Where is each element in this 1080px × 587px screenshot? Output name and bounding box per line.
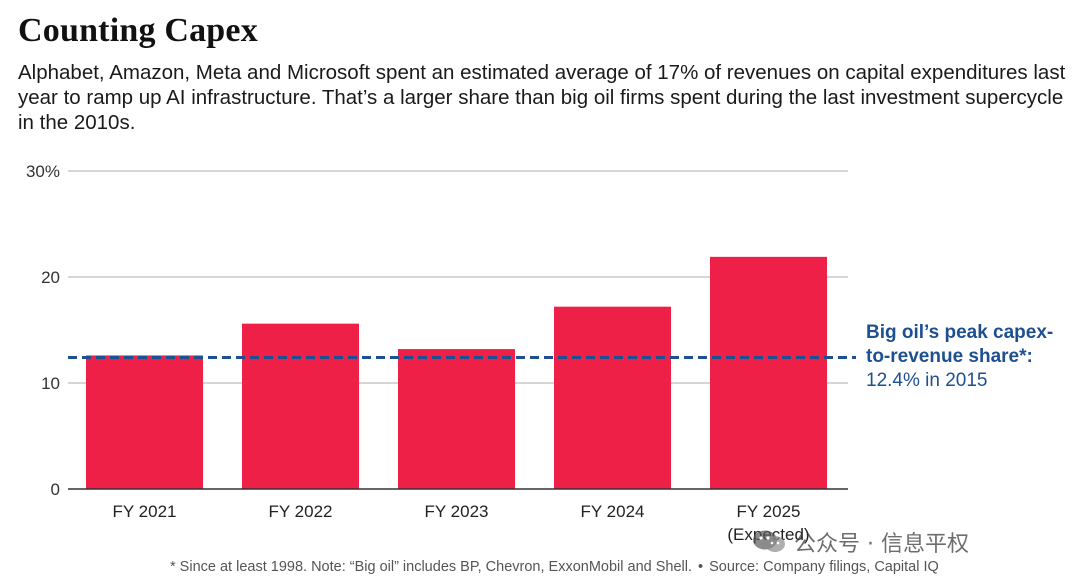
- bar: [710, 256, 827, 489]
- chart-subtitle: Alphabet, Amazon, Meta and Microsoft spe…: [18, 61, 1066, 134]
- bar: [554, 306, 671, 489]
- chart-title: Counting Capex: [18, 12, 258, 49]
- y-tick-labels: 0 10 20 30%: [26, 162, 60, 499]
- footnote: * Since at least 1998. Note: “Big oil” i…: [170, 559, 939, 575]
- footnote-note: * Since at least 1998. Note: “Big oil” i…: [170, 559, 693, 575]
- reference-label: Big oil’s peak capex- to-revenue share*:…: [866, 322, 1053, 391]
- reference-label-line-2: to-revenue share*:: [866, 346, 1033, 367]
- footnote-source: Source: Company filings, Capital IQ: [709, 559, 939, 575]
- bars: [86, 256, 827, 489]
- y-tick-label: 30%: [26, 162, 60, 181]
- watermark-text: 公众号 · 信息平权: [794, 532, 969, 557]
- watermark: 公众号 · 信息平权: [752, 526, 969, 558]
- x-tick-label: FY 2025: [737, 502, 801, 521]
- bar: [242, 323, 359, 489]
- reference-label-line-1: Big oil’s peak capex-: [866, 322, 1053, 343]
- footnote-bullet: •: [698, 559, 704, 575]
- x-tick-label: FY 2021: [113, 502, 177, 521]
- y-tick-label: 20: [41, 268, 60, 287]
- x-tick-label: FY 2024: [581, 502, 645, 521]
- bar: [398, 349, 515, 489]
- y-tick-label: 0: [51, 480, 60, 499]
- y-tick-label: 10: [41, 374, 60, 393]
- x-tick-label: FY 2022: [269, 502, 333, 521]
- reference-label-line-3: 12.4% in 2015: [866, 370, 988, 391]
- wechat-icon: [752, 529, 786, 555]
- bar: [86, 355, 203, 489]
- x-tick-label: FY 2023: [425, 502, 489, 521]
